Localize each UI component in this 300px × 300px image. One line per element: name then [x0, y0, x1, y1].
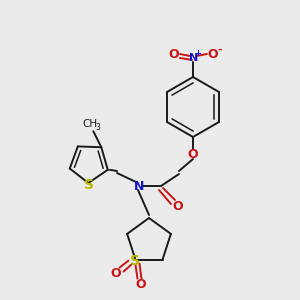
Text: O: O: [110, 267, 121, 280]
Text: O: O: [169, 49, 179, 62]
Text: S: S: [84, 178, 94, 192]
Text: N: N: [189, 53, 198, 63]
Text: O: O: [208, 49, 218, 62]
Text: +: +: [194, 50, 202, 58]
Text: N: N: [134, 179, 144, 193]
Text: CH: CH: [83, 119, 98, 129]
Text: O: O: [173, 200, 183, 212]
Text: O: O: [188, 148, 198, 160]
Text: 3: 3: [96, 123, 101, 132]
Text: -: -: [218, 45, 222, 55]
Text: O: O: [135, 278, 146, 291]
Text: S: S: [130, 254, 140, 268]
